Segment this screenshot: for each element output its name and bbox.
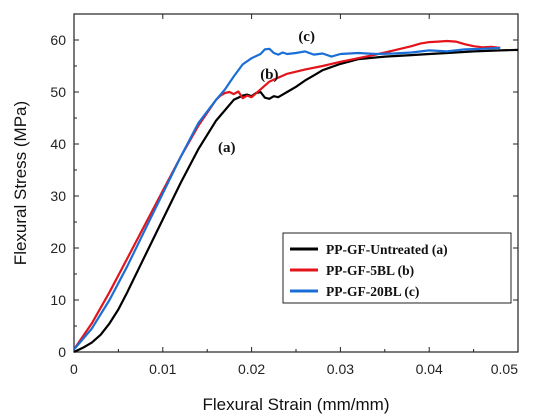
x-tick-label: 0.04 [416,361,443,377]
x-tick-label: 0.02 [238,361,265,377]
curve-annotations: (a) (b) (c) [218,29,315,156]
y-axis-ticks: 0 10 20 30 40 50 60 [50,32,518,360]
legend-label: PP-GF-5BL (b) [326,263,414,278]
x-tick-label: 0.05 [491,361,518,377]
y-tick-label: 10 [50,292,66,308]
y-tick-label: 50 [50,84,66,100]
y-tick-label: 20 [50,240,66,256]
x-axis-ticks: 0 0.01 0.02 0.03 0.04 0.05 [70,14,519,377]
series-line-0 [73,48,519,353]
legend-box [282,232,512,304]
y-tick-label: 0 [58,344,66,360]
curve-annotation: (c) [298,29,315,45]
x-axis-title: Flexural Strain (mm/mm) [202,395,389,414]
y-axis-title: Flexural Stress (MPa) [11,101,30,265]
y-tick-label: 30 [50,188,66,204]
legend-label: PP-GF-20BL (c) [326,284,419,299]
legend-label: PP-GF-Untreated (a) [326,242,448,257]
y-tick-label: 60 [50,32,66,48]
series-line-2 [73,46,501,351]
x-tick-label: 0.01 [149,361,176,377]
y-tick-label: 40 [50,136,66,152]
series-lines [73,39,519,353]
x-tick-label: 0 [70,361,78,377]
legend: PP-GF-Untreated (a) PP-GF-5BL (b) PP-GF-20… [282,232,512,304]
curve-annotation: (b) [260,67,278,83]
curve-annotation: (a) [218,140,236,156]
x-tick-label: 0.03 [327,361,354,377]
